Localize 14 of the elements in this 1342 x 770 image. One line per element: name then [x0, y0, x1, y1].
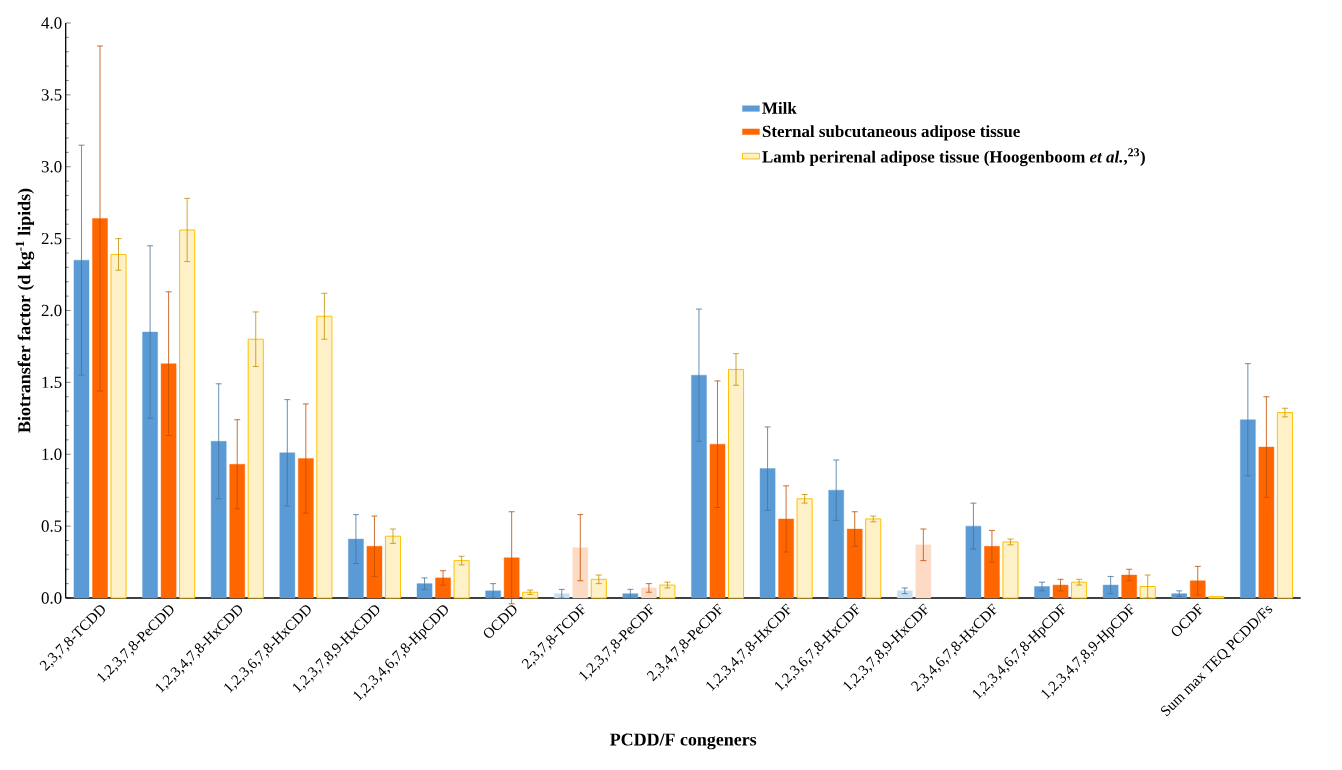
- y-tick-label: 2.0: [41, 304, 62, 317]
- y-tick-label: 0.5: [41, 520, 62, 532]
- y-tick-label: 3.5: [41, 89, 62, 101]
- y-axis-title: Biotransfer factor (d kg$^{-1}$ lipids): [15, 188, 35, 433]
- legend-label: Milk: [762, 101, 797, 114]
- x-axis-title: PCDD/F congeners: [610, 733, 757, 750]
- y-tick-label: 4.0: [41, 17, 62, 29]
- y-tick-label: 1.5: [42, 376, 62, 389]
- y-tick-label: 2.5: [41, 232, 62, 245]
- y-tick-label: 3.0: [41, 160, 62, 173]
- legend-label: Sternal subcutaneous adipose tissue: [762, 125, 1020, 141]
- legend-label: Lamb perirenal adipose tissue (Hoogenboom et al.,$^{23}$): [762, 148, 1145, 167]
- y-tick-label: 1.0: [42, 448, 62, 460]
- y-tick-label: 0.0: [41, 592, 62, 604]
